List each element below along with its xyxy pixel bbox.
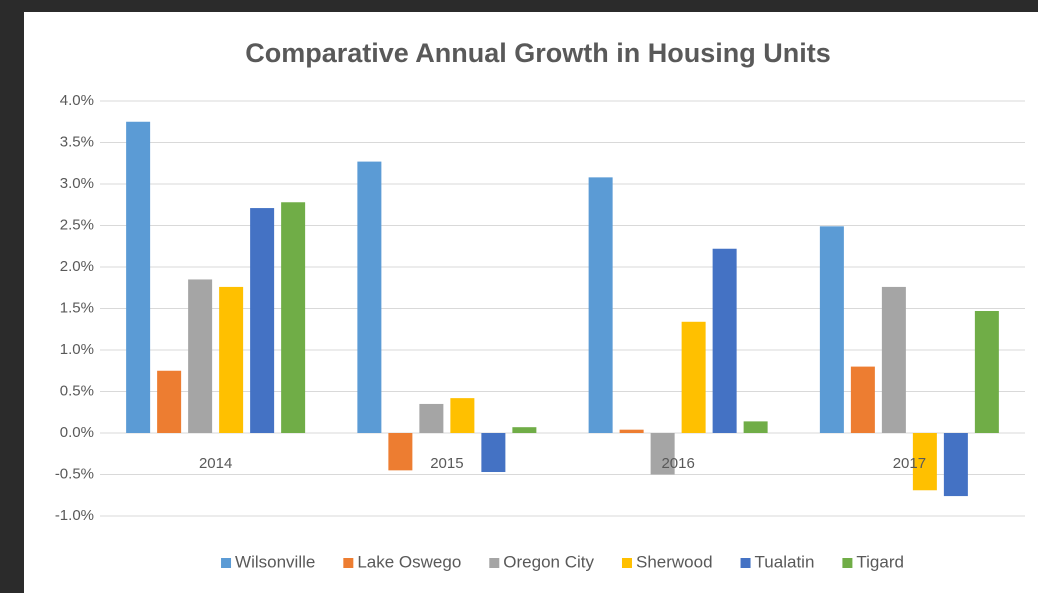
bar — [650, 433, 675, 475]
bar — [881, 286, 906, 433]
y-tick-label: 0.0% — [60, 424, 94, 441]
bar — [912, 433, 937, 491]
bar — [588, 177, 613, 433]
y-tick-label: -0.5% — [55, 465, 94, 482]
legend-label: Oregon City — [503, 552, 594, 571]
y-tick-label: -1.0% — [55, 507, 94, 524]
bar — [681, 321, 706, 433]
chart-title: Comparative Annual Growth in Housing Uni… — [245, 38, 831, 68]
bar — [481, 433, 506, 473]
x-tick-label: 2015 — [430, 455, 463, 472]
bar — [188, 279, 213, 433]
y-tick-label: 2.0% — [60, 258, 94, 275]
bar — [850, 366, 875, 433]
x-tick-label: 2014 — [199, 455, 232, 472]
bar — [819, 226, 844, 433]
legend-label: Tualatin — [755, 552, 815, 571]
legend-label: Tigard — [856, 552, 904, 571]
bar — [974, 310, 999, 433]
bar — [419, 403, 444, 433]
legend-swatch — [489, 558, 500, 568]
bar — [126, 121, 151, 433]
y-tick-label: 2.5% — [60, 216, 94, 233]
y-tick-label: 4.0% — [60, 92, 94, 109]
y-tick-label: 0.5% — [60, 382, 94, 399]
bar — [512, 427, 537, 433]
y-tick-label: 3.5% — [60, 133, 94, 150]
bar — [157, 370, 182, 433]
bar — [281, 202, 306, 433]
x-tick-label: 2017 — [893, 455, 926, 472]
bar — [219, 286, 244, 433]
legend-label: Sherwood — [636, 552, 713, 571]
legend-swatch — [740, 558, 751, 568]
bar — [619, 429, 644, 433]
legend-swatch — [221, 558, 232, 568]
legend-label: Lake Oswego — [357, 552, 461, 571]
x-tick-label: 2016 — [661, 455, 694, 472]
bar — [712, 248, 737, 433]
legend-label: Wilsonville — [235, 552, 315, 571]
legend-swatch — [343, 558, 354, 568]
bar — [357, 161, 382, 433]
bar — [450, 398, 475, 433]
legend-swatch — [842, 558, 853, 568]
bar — [743, 421, 768, 433]
bar — [388, 433, 413, 471]
y-tick-label: 3.0% — [60, 175, 94, 192]
y-tick-label: 1.0% — [60, 341, 94, 358]
bar — [943, 433, 968, 497]
legend-swatch — [621, 558, 632, 568]
y-tick-label: 1.5% — [60, 299, 94, 316]
bar — [250, 208, 275, 433]
